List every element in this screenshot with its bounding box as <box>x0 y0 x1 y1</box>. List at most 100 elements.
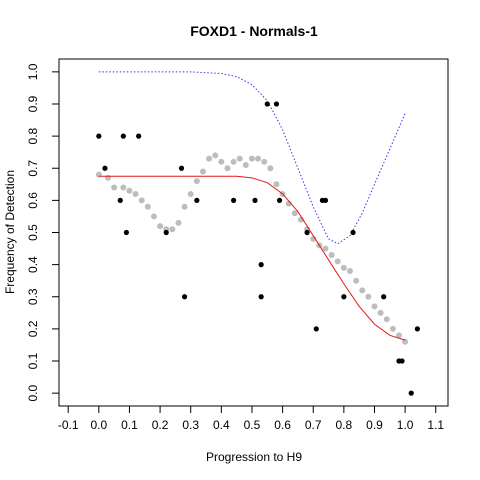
data-point <box>273 101 280 107</box>
smoothed-point <box>218 158 225 165</box>
smoothed-point <box>261 158 268 165</box>
smoothed-point <box>383 316 390 323</box>
y-tick-label: 0.9 <box>26 95 40 112</box>
smoothed-point <box>157 223 164 230</box>
smoothed-point <box>242 162 249 169</box>
y-tick-label: 0.4 <box>26 256 40 273</box>
data-point <box>258 294 264 300</box>
smoothed-point <box>267 165 274 172</box>
x-tick-label: 0.5 <box>244 418 261 432</box>
x-axis-label: Progression to H9 <box>206 450 302 464</box>
smoothed-point <box>359 287 366 294</box>
data-point <box>230 197 237 203</box>
confidence-curve <box>98 71 406 245</box>
chart-title: FOXD1 - Normals-1 <box>190 23 318 39</box>
y-tick-label: 0.0 <box>26 384 40 401</box>
smoothed-point <box>132 190 139 197</box>
smoothed-point <box>291 210 298 217</box>
smoothed-point <box>322 245 329 252</box>
smoothed-point <box>120 184 127 191</box>
smoothed-point <box>105 174 112 181</box>
data-point <box>414 326 420 332</box>
y-tick-label: 0.7 <box>26 160 40 177</box>
data-point <box>313 326 319 332</box>
data-point <box>117 197 123 203</box>
smoothed-point <box>224 165 231 172</box>
data-point <box>304 229 310 236</box>
y-tick-label: 0.3 <box>26 288 40 305</box>
smoothed-point <box>111 184 118 191</box>
smoothed-point <box>193 178 200 185</box>
x-tick-label: 0.4 <box>213 418 230 432</box>
x-tick-label: 1.1 <box>427 418 444 432</box>
smoothed-point <box>389 325 396 332</box>
x-tick-label: 0.0 <box>90 418 107 432</box>
data-point <box>408 390 414 396</box>
x-tick-label: 0.8 <box>336 418 353 432</box>
data-point <box>322 197 329 203</box>
data-point <box>381 294 387 300</box>
y-tick-label: 0.2 <box>26 320 40 337</box>
data-point <box>194 197 200 203</box>
smoothed-point <box>402 338 409 345</box>
smoothed-point <box>181 203 188 210</box>
y-tick-label: 1.0 <box>26 63 40 80</box>
smoothed-point <box>199 168 206 175</box>
smoothed-point <box>212 152 219 159</box>
data-point <box>341 294 347 300</box>
y-tick-label: 0.5 <box>26 224 40 241</box>
smoothed-point <box>273 181 280 188</box>
data-point <box>96 133 102 139</box>
smoothed-point <box>138 197 145 204</box>
data-point <box>258 262 264 268</box>
smoothed-point <box>255 155 262 162</box>
data-point <box>264 101 270 107</box>
smoothed-point <box>150 213 157 220</box>
smoothed-point <box>230 158 237 165</box>
smoothed-point <box>328 251 335 258</box>
x-tick-label: 0.7 <box>305 418 322 432</box>
x-tick-label: 0.3 <box>182 418 199 432</box>
smoothed-point <box>365 293 372 300</box>
smoothed-point <box>377 309 384 316</box>
axis-layer: -0.1 0.0 0.1 0.2 0.3 0.4 0.5 0.6 0.7 0.8 0.9 1.0 1.1… <box>26 63 444 432</box>
data-point <box>163 229 169 236</box>
smoothed-point <box>126 187 133 194</box>
smoothed-point <box>371 303 378 310</box>
data-point <box>136 133 142 139</box>
data-point <box>181 294 188 300</box>
smoothed-point <box>346 268 353 275</box>
fitted-curve <box>98 175 406 341</box>
smoothed-point <box>169 226 176 233</box>
y-tick-label: 0.6 <box>26 192 40 209</box>
smoothed-point <box>187 190 194 197</box>
y-tick-label: 0.1 <box>26 352 40 369</box>
data-point <box>399 358 405 364</box>
smoothed-point <box>175 219 182 226</box>
data-point <box>178 165 185 171</box>
smoothed-point <box>248 155 255 162</box>
data-point <box>350 229 356 236</box>
smoothed-point <box>236 155 243 162</box>
data-point <box>276 197 283 203</box>
x-tick-label: 1.0 <box>397 418 414 432</box>
x-tick-label: 0.9 <box>366 418 383 432</box>
smoothed-point <box>144 203 151 210</box>
series-layer <box>95 71 420 396</box>
data-point <box>252 197 258 203</box>
smoothed-point <box>395 332 402 339</box>
x-tick-label: 0.1 <box>121 418 138 432</box>
x-tick-label: 0.6 <box>274 418 291 432</box>
y-axis-label: Frequency of Detection <box>3 170 17 294</box>
data-point <box>102 165 108 171</box>
smoothed-point <box>206 155 213 162</box>
smoothed-point <box>334 258 341 265</box>
data-point <box>123 229 129 236</box>
y-tick-label: 0.8 <box>26 127 40 144</box>
x-tick-label: -0.1 <box>58 418 79 432</box>
plot-frame <box>58 58 449 407</box>
smoothed-point <box>340 264 347 271</box>
data-point <box>120 133 126 139</box>
x-tick-label: 0.2 <box>152 418 169 432</box>
